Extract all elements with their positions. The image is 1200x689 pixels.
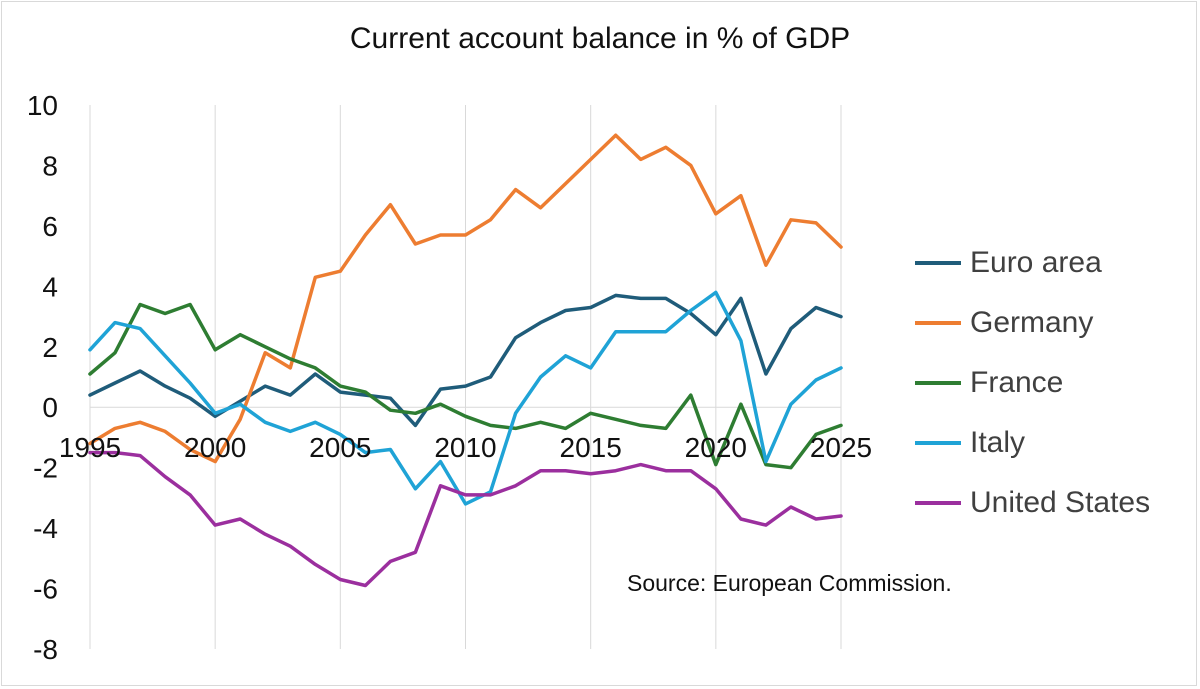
legend-label: Germany — [970, 306, 1094, 339]
legend-item: Euro area — [915, 233, 1150, 293]
legend-swatch — [915, 501, 961, 505]
legend-label: Italy — [970, 426, 1026, 459]
y-tick-label: 4 — [42, 271, 58, 302]
series-line-0 — [88, 293, 843, 428]
legend-label: France — [970, 366, 1064, 399]
y-tick-label: 2 — [42, 332, 58, 363]
chart-legend: Euro area Germany France Italy United States — [915, 233, 1150, 533]
series-line-1 — [88, 133, 843, 464]
legend-item: France — [915, 353, 1150, 413]
y-tick-label: 0 — [42, 392, 58, 423]
y-tick-label: 10 — [27, 90, 58, 121]
series-line-4 — [88, 450, 843, 588]
y-tick-label: -6 — [33, 574, 58, 605]
y-tick-label: -4 — [33, 513, 58, 544]
legend-swatch — [915, 321, 961, 325]
y-tick-label: -8 — [33, 634, 58, 665]
legend-swatch — [915, 441, 961, 445]
x-tick-label: 2000 — [184, 432, 246, 463]
legend-label: United States — [970, 486, 1151, 519]
legend-item: United States — [915, 473, 1150, 533]
legend-item: Italy — [915, 413, 1150, 473]
legend-item: Germany — [915, 293, 1150, 353]
y-tick-label: 8 — [42, 150, 58, 181]
x-tick-label: 2025 — [810, 432, 872, 463]
x-tick-label: 2015 — [560, 432, 622, 463]
legend-label: Euro area — [970, 246, 1102, 279]
series-line-3 — [88, 290, 843, 506]
y-tick-label: 6 — [42, 211, 58, 242]
x-tick-label: 1995 — [59, 432, 121, 463]
legend-swatch — [915, 381, 961, 385]
legend-swatch — [915, 261, 961, 265]
x-tick-label: 2010 — [434, 432, 496, 463]
chart-title: Current account balance in % of GDP — [349, 22, 851, 55]
x-tick-label: 2020 — [685, 432, 747, 463]
source-note: Source: European Commission. — [627, 570, 952, 596]
series-line-2 — [88, 302, 843, 470]
x-tick-label: 2005 — [309, 432, 371, 463]
y-tick-label: -2 — [33, 453, 58, 484]
